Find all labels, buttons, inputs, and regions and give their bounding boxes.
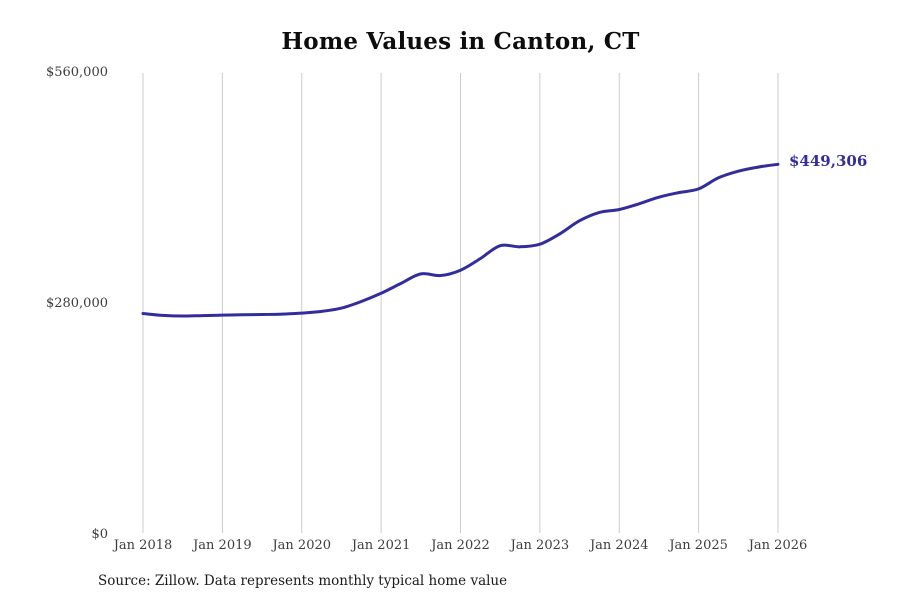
x-axis-tick-label: Jan 2022 (431, 538, 490, 553)
chart-title: Home Values in Canton, CT (281, 28, 640, 55)
x-axis-tick-label: Jan 2021 (351, 538, 411, 553)
x-axis-tick-label: Jan 2023 (510, 538, 570, 553)
x-axis-tick-label: Jan 2025 (669, 538, 728, 553)
x-axis-tick-label: Jan 2026 (748, 538, 808, 553)
x-axis-tick-label: Jan 2019 (193, 538, 252, 553)
y-axis-tick-label: $280,000 (45, 296, 108, 311)
y-axis-tick-label: $0 (91, 527, 108, 542)
x-axis-tick-label: Jan 2024 (589, 538, 649, 553)
y-axis-tick-label: $560,000 (45, 65, 108, 80)
x-axis-tick-label: Jan 2018 (113, 538, 173, 553)
gridlines (142, 73, 779, 533)
latest-value-label: $449,306 (789, 152, 868, 171)
source-note: Source: Zillow. Data represents monthly … (98, 573, 508, 589)
x-axis-tick-label: Jan 2020 (272, 538, 332, 553)
value-line (141, 162, 780, 318)
